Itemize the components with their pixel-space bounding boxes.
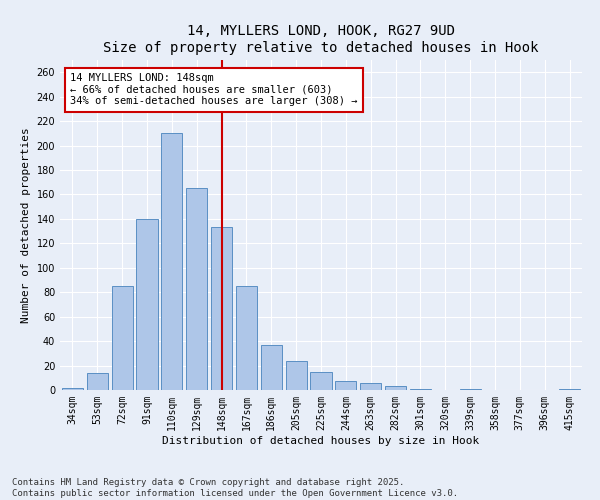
Bar bbox=[310, 372, 332, 390]
Bar bbox=[161, 134, 182, 390]
Bar bbox=[261, 345, 282, 390]
Bar bbox=[559, 389, 580, 390]
Bar bbox=[335, 382, 356, 390]
Bar bbox=[211, 228, 232, 390]
Title: 14, MYLLERS LOND, HOOK, RG27 9UD
Size of property relative to detached houses in: 14, MYLLERS LOND, HOOK, RG27 9UD Size of… bbox=[103, 24, 539, 54]
Bar bbox=[112, 286, 133, 390]
Bar bbox=[136, 219, 158, 390]
Text: 14 MYLLERS LOND: 148sqm
← 66% of detached houses are smaller (603)
34% of semi-d: 14 MYLLERS LOND: 148sqm ← 66% of detache… bbox=[70, 73, 358, 106]
Bar bbox=[460, 389, 481, 390]
Bar bbox=[186, 188, 207, 390]
Bar bbox=[385, 386, 406, 390]
Bar bbox=[360, 382, 381, 390]
Text: Contains HM Land Registry data © Crown copyright and database right 2025.
Contai: Contains HM Land Registry data © Crown c… bbox=[12, 478, 458, 498]
Y-axis label: Number of detached properties: Number of detached properties bbox=[21, 127, 31, 323]
Bar bbox=[236, 286, 257, 390]
Bar bbox=[87, 373, 108, 390]
X-axis label: Distribution of detached houses by size in Hook: Distribution of detached houses by size … bbox=[163, 436, 479, 446]
Bar bbox=[62, 388, 83, 390]
Bar bbox=[286, 360, 307, 390]
Bar bbox=[410, 389, 431, 390]
